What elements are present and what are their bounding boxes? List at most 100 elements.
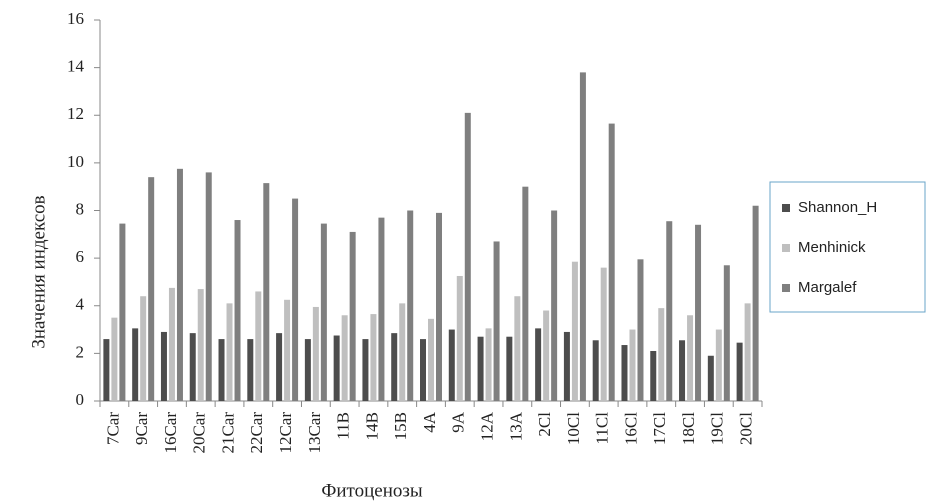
legend-label: Menhinick bbox=[798, 239, 866, 256]
legend-swatch bbox=[782, 204, 790, 212]
bar bbox=[168, 287, 175, 401]
bar bbox=[247, 339, 254, 401]
x-tick-label: 10Cl bbox=[564, 412, 583, 445]
bar bbox=[522, 186, 529, 401]
bar bbox=[695, 224, 702, 401]
y-tick-label: 2 bbox=[76, 342, 85, 361]
bar bbox=[341, 315, 348, 401]
x-tick-label: 7Car bbox=[103, 412, 122, 445]
x-tick-label: 2Cl bbox=[535, 412, 554, 437]
x-tick-label: 11B bbox=[334, 412, 353, 440]
bar bbox=[292, 198, 299, 401]
bar bbox=[255, 291, 262, 401]
bar bbox=[551, 210, 558, 401]
bar bbox=[436, 212, 442, 401]
x-tick-label: 13Car bbox=[305, 412, 324, 454]
bar bbox=[621, 345, 628, 401]
bar bbox=[464, 112, 471, 402]
bar bbox=[176, 168, 183, 401]
bar bbox=[679, 340, 686, 401]
y-tick-label: 14 bbox=[67, 57, 85, 76]
bar bbox=[535, 328, 542, 401]
y-tick-label: 10 bbox=[67, 152, 84, 171]
x-tick-label: 22Car bbox=[247, 412, 266, 454]
x-tick-label: 9A bbox=[449, 411, 468, 433]
bar bbox=[571, 261, 578, 401]
x-tick-label: 14B bbox=[362, 412, 381, 440]
bar bbox=[629, 329, 636, 401]
x-tick-label: 20Cl bbox=[737, 412, 756, 445]
x-tick-label: 16Car bbox=[161, 412, 180, 454]
x-tick-label: 4A bbox=[420, 411, 439, 433]
y-tick-label: 16 bbox=[67, 9, 84, 28]
bar bbox=[205, 172, 212, 401]
legend-label: Margalef bbox=[798, 279, 857, 296]
x-tick-label: 21Car bbox=[218, 412, 237, 454]
x-tick-label: 20Car bbox=[190, 412, 209, 454]
x-tick-label: 9Car bbox=[132, 412, 151, 445]
y-tick-label: 4 bbox=[76, 295, 85, 314]
bar bbox=[148, 177, 155, 401]
bar bbox=[600, 267, 607, 401]
bar bbox=[477, 336, 484, 401]
x-tick-label: 13A bbox=[506, 411, 525, 441]
bar bbox=[370, 314, 377, 401]
x-tick-label: 12A bbox=[477, 411, 496, 441]
bar bbox=[226, 303, 233, 401]
y-tick-label: 8 bbox=[76, 199, 85, 218]
bar bbox=[650, 350, 657, 401]
bar bbox=[263, 183, 270, 401]
legend-box bbox=[769, 181, 926, 313]
bar bbox=[592, 340, 599, 401]
x-axis-title: Фитоценозы bbox=[321, 480, 423, 501]
x-tick-label: 17Cl bbox=[650, 412, 669, 445]
bar bbox=[723, 265, 730, 401]
bar bbox=[456, 275, 463, 401]
bar bbox=[608, 123, 615, 401]
bar bbox=[284, 299, 291, 401]
bar bbox=[707, 355, 714, 401]
bar bbox=[320, 223, 327, 401]
bar bbox=[637, 259, 644, 401]
bar bbox=[349, 231, 356, 401]
bar bbox=[189, 333, 196, 401]
y-axis-title: Значения индексов bbox=[28, 195, 49, 348]
y-tick-label: 6 bbox=[76, 247, 85, 266]
bar bbox=[160, 331, 167, 401]
bar bbox=[218, 339, 225, 401]
bar bbox=[391, 333, 398, 401]
x-tick-label: 12Car bbox=[276, 412, 295, 454]
bar bbox=[485, 328, 492, 401]
bar bbox=[744, 303, 751, 401]
bar bbox=[514, 296, 521, 401]
bar bbox=[420, 339, 426, 401]
bar bbox=[752, 205, 759, 401]
bar bbox=[399, 303, 406, 401]
bar bbox=[428, 318, 434, 401]
legend-swatch bbox=[782, 244, 790, 252]
x-tick-label: 18Cl bbox=[679, 412, 698, 445]
y-tick-label: 12 bbox=[67, 104, 84, 123]
bar bbox=[140, 296, 147, 401]
bar bbox=[715, 329, 722, 401]
bar bbox=[493, 241, 500, 401]
bar bbox=[378, 217, 385, 401]
bar bbox=[197, 289, 204, 401]
bar bbox=[579, 72, 586, 401]
bar bbox=[736, 342, 743, 401]
bar bbox=[111, 317, 118, 401]
bar bbox=[304, 339, 311, 401]
bar bbox=[132, 328, 139, 401]
y-tick-label: 0 bbox=[76, 390, 85, 409]
bar bbox=[506, 336, 513, 401]
bar bbox=[119, 223, 126, 401]
bar bbox=[687, 315, 694, 401]
bar bbox=[333, 335, 340, 401]
legend-swatch bbox=[782, 284, 790, 292]
legend-label: Shannon_H bbox=[798, 199, 877, 216]
x-tick-label: 19Cl bbox=[708, 412, 727, 445]
bar bbox=[276, 333, 283, 401]
bar bbox=[312, 306, 319, 401]
bar bbox=[407, 210, 414, 401]
